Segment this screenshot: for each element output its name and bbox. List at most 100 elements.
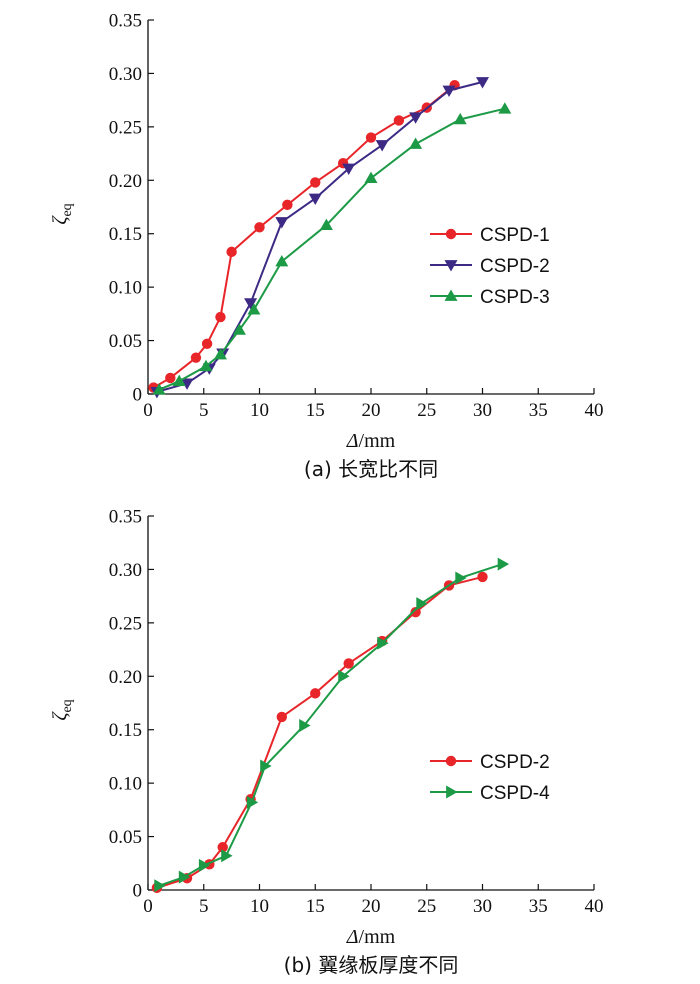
data-point <box>154 879 166 893</box>
series-line <box>158 107 506 391</box>
legend-label: CSPD-3 <box>480 287 550 308</box>
legend-item: CSPD-1 <box>430 225 550 246</box>
data-point <box>244 298 258 310</box>
y-tick-label: 0 <box>133 385 143 406</box>
data-point <box>190 352 202 363</box>
y-axis-symbol: ζ <box>49 215 71 225</box>
x-axis-label: Δ/mm <box>346 926 396 948</box>
x-tick-label: 5 <box>199 896 209 917</box>
y-tick-label: 0.05 <box>109 331 142 352</box>
x-tick-label: 10 <box>250 896 269 917</box>
data-point <box>226 246 237 258</box>
y-axis-subscript: eq <box>60 699 75 712</box>
series-cspd-4 <box>154 557 510 893</box>
y-tick-label: 0.05 <box>109 827 142 848</box>
data-point <box>275 254 289 267</box>
legend: CSPD-1 CSPD-2 CSPD-3 <box>430 225 550 308</box>
y-tick-label: 0.30 <box>109 560 142 581</box>
x-tick-label: 30 <box>473 400 492 421</box>
legend-marker <box>446 785 458 799</box>
legend-item: CSPD-2 <box>430 256 550 277</box>
x-tick-label: 20 <box>362 896 381 917</box>
data-point <box>416 597 428 611</box>
y-ticks: 0 0.05 0.10 0.15 0.20 0.25 0.30 0.35 <box>109 507 154 902</box>
x-tick-label: 30 <box>473 896 492 917</box>
y-tick-label: 0.10 <box>109 278 142 299</box>
legend-marker <box>445 228 457 240</box>
data-point <box>310 688 321 699</box>
data-point <box>247 303 261 315</box>
y-tick-label: 0.35 <box>109 507 142 528</box>
legend-item: CSPD-3 <box>430 287 550 308</box>
data-point <box>410 606 421 618</box>
data-point <box>172 374 186 387</box>
data-point <box>165 372 176 384</box>
x-tick-label: 10 <box>250 400 269 421</box>
data-point <box>152 383 166 395</box>
data-point <box>409 112 423 124</box>
x-axis-symbol: Δ <box>346 926 359 948</box>
y-ticks: 0 0.05 0.10 0.15 0.20 0.25 0.30 0.35 <box>109 11 154 406</box>
chart-panel-b: 0 0.05 0.10 0.15 0.20 0.25 0.30 0.35 0 5 10 15 20 25… <box>49 507 604 978</box>
y-axis-label: ζeq <box>49 203 75 224</box>
panel-caption: (b) 翼缘板厚度不同 <box>284 953 459 977</box>
data-point <box>375 140 389 152</box>
x-tick-label: 15 <box>306 896 325 917</box>
y-tick-label: 0.15 <box>109 720 142 741</box>
x-tick-label: 0 <box>143 896 153 917</box>
data-point <box>232 323 246 335</box>
series-layer <box>148 77 512 399</box>
series-line <box>158 563 503 887</box>
x-ticks: 0 5 10 15 20 25 30 35 40 <box>143 884 604 917</box>
legend-label: CSPD-4 <box>480 783 550 804</box>
legend-marker <box>444 260 458 272</box>
data-point <box>455 571 467 585</box>
legend-item: CSPD-4 <box>430 783 550 804</box>
y-tick-label: 0 <box>133 881 143 902</box>
series-line <box>156 575 483 889</box>
y-axis-label: ζeq <box>49 699 75 720</box>
x-tick-label: 0 <box>143 400 153 421</box>
data-point <box>365 132 377 143</box>
data-point <box>299 718 311 732</box>
y-tick-label: 0.30 <box>109 64 142 85</box>
x-tick-label: 25 <box>417 896 436 917</box>
x-axis-unit: /mm <box>359 430 396 452</box>
data-point <box>217 842 228 853</box>
data-point <box>308 193 322 205</box>
y-tick-label: 0.25 <box>109 117 142 138</box>
legend-marker <box>444 289 458 301</box>
plot-frame <box>147 20 594 395</box>
y-tick-label: 0.15 <box>109 224 142 245</box>
panel-caption: (a) 长宽比不同 <box>304 457 438 481</box>
plot-frame <box>147 516 594 891</box>
data-point <box>377 636 389 650</box>
data-point <box>364 171 378 184</box>
data-point <box>409 137 423 149</box>
x-axis-label: Δ/mm <box>346 430 396 452</box>
data-point <box>215 311 226 323</box>
y-tick-label: 0.20 <box>109 171 142 192</box>
x-axis-unit: /mm <box>359 926 396 948</box>
data-point <box>198 858 211 872</box>
x-tick-label: 40 <box>585 896 604 917</box>
series-cspd-3 <box>152 102 512 395</box>
x-tick-label: 5 <box>199 400 209 421</box>
series-line <box>153 84 456 389</box>
legend-label: CSPD-2 <box>480 256 550 277</box>
data-point <box>260 759 272 773</box>
data-point <box>310 177 321 188</box>
data-point <box>213 347 227 360</box>
data-point <box>476 77 489 89</box>
data-point <box>477 571 488 583</box>
x-tick-label: 15 <box>306 400 325 421</box>
data-point <box>276 711 287 723</box>
x-tick-label: 20 <box>362 400 381 421</box>
data-point <box>201 338 213 349</box>
y-tick-label: 0.35 <box>109 11 142 32</box>
data-point <box>178 870 191 884</box>
y-axis-subscript: eq <box>60 203 75 216</box>
x-axis-symbol: Δ <box>346 430 359 452</box>
legend: CSPD-2 CSPD-4 <box>430 752 550 804</box>
